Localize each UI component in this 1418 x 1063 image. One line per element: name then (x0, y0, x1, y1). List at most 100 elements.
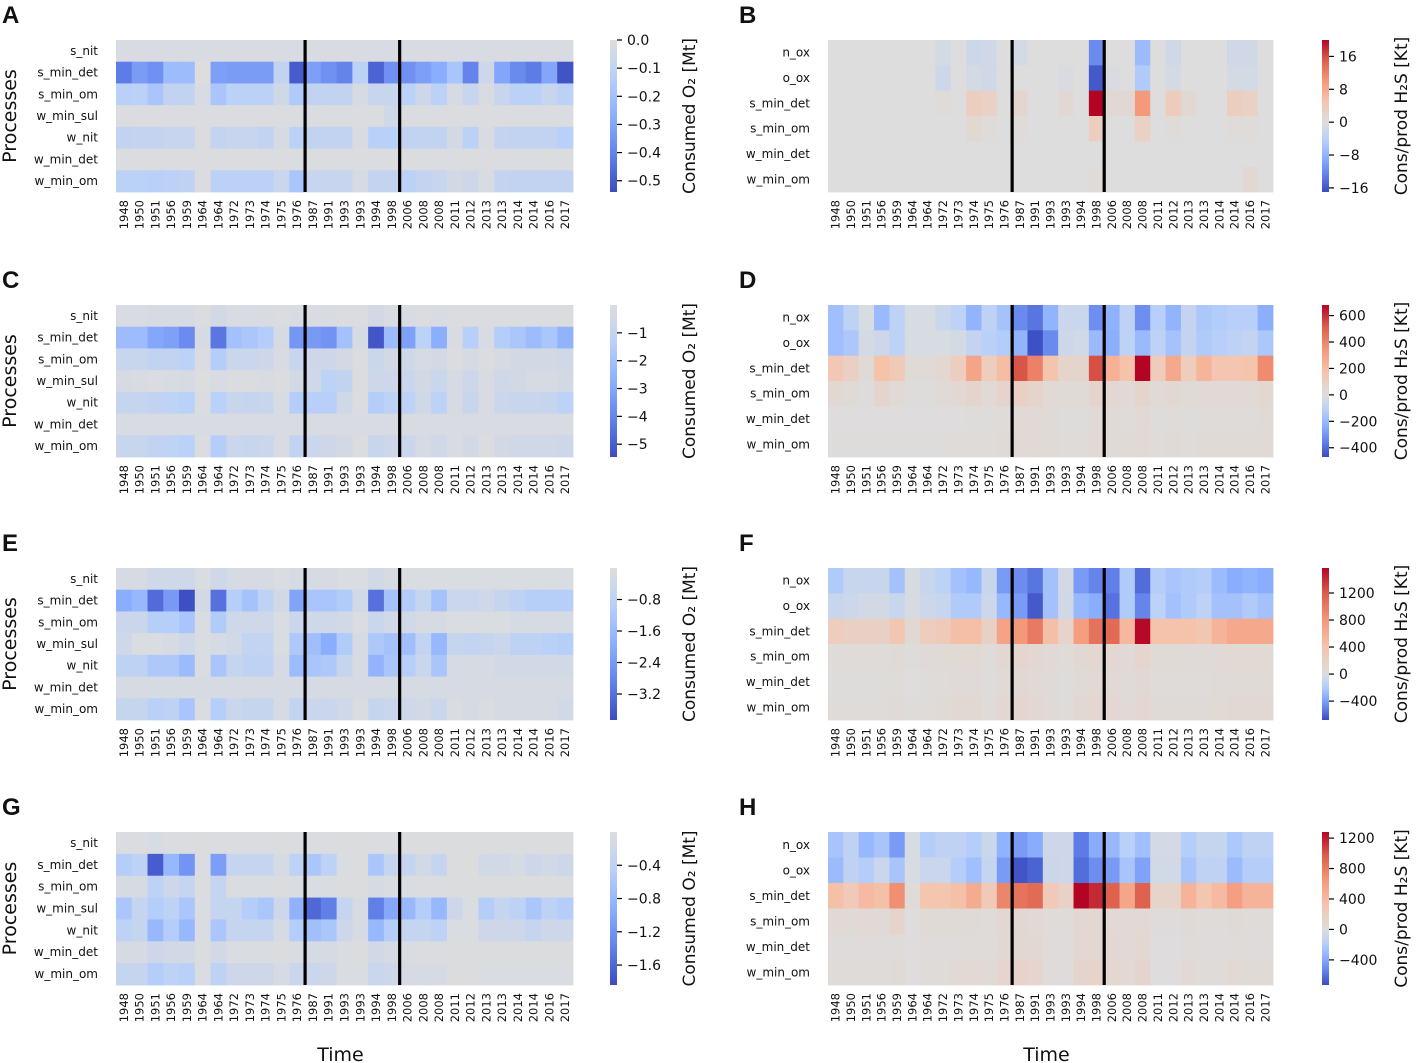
heatmap-cell (966, 355, 982, 382)
year-tick-label: 1976 (290, 993, 304, 1022)
heatmap-cell (935, 832, 952, 858)
year-tick-label: 2013 (1182, 200, 1196, 229)
year-tick-label: 1993 (338, 728, 352, 757)
year-tick-label: 1994 (1074, 993, 1088, 1022)
heatmap-cell (415, 370, 432, 393)
heatmap-cell (1119, 406, 1136, 433)
heatmap-cell (179, 941, 196, 964)
heatmap-cell (828, 694, 844, 721)
year-tick-label: 1964 (921, 993, 935, 1022)
heatmap-cell (494, 698, 511, 721)
heatmap-cell (462, 919, 479, 942)
year-tick-label: 2013 (1197, 200, 1211, 229)
heatmap-cell (242, 391, 259, 414)
heatmap-cell (226, 919, 243, 942)
heatmap-cell (1211, 883, 1228, 909)
heatmap-cell (1088, 618, 1105, 645)
heatmap-cell (541, 413, 558, 436)
heatmap-cell (242, 370, 259, 393)
row-label: w_min_sul (36, 374, 98, 388)
heatmap-cell (1027, 65, 1044, 92)
heatmap-cell (525, 348, 542, 371)
heatmap-cell (478, 391, 495, 414)
heatmap-cell (509, 435, 527, 458)
heatmap-cell (368, 435, 385, 458)
heatmap-cell (828, 669, 844, 696)
heatmap-cell (1196, 406, 1213, 433)
year-tick-label: 1975 (982, 465, 996, 494)
heatmap-cell (462, 40, 479, 63)
heatmap-cell (828, 857, 844, 884)
heatmap-cell (1027, 305, 1044, 331)
heatmap-cell (1073, 40, 1090, 66)
row-label: w_min_sul (36, 902, 98, 916)
heatmap-cell (1088, 883, 1105, 909)
heatmap-cell (210, 897, 227, 920)
colorbar-label: Consumed O₂ [Mt] (680, 566, 700, 722)
heatmap-cell (1180, 908, 1197, 935)
heatmap-cell (478, 568, 495, 591)
heatmap-cell (462, 170, 479, 193)
year-tick-label: 1976 (997, 728, 1011, 757)
heatmap-cell (289, 676, 306, 699)
year-tick-label: 1948 (829, 993, 843, 1022)
heatmap-cell (525, 326, 542, 349)
heatmap-cell (305, 391, 322, 414)
heatmap-cell (1088, 90, 1105, 117)
heatmap-cell (935, 90, 952, 117)
year-tick-label: 1975 (274, 200, 288, 229)
year-tick-label: 1972 (936, 993, 950, 1022)
heatmap-cell (935, 908, 952, 935)
heatmap-cell (336, 148, 353, 171)
heatmap-cell (843, 568, 860, 594)
heatmap-cell (383, 148, 401, 171)
heatmap-cell (981, 166, 998, 193)
heatmap-cell (843, 166, 860, 193)
heatmap-cell (1134, 618, 1151, 645)
heatmap-cell (1027, 959, 1044, 986)
heatmap-cell (226, 370, 243, 393)
panel-letter: E (2, 530, 18, 557)
heatmap-cell (557, 435, 574, 458)
colorbar (610, 40, 617, 192)
heatmap-cell (289, 853, 306, 877)
row-label: w_min_om (747, 700, 810, 714)
heatmap-cell (950, 90, 967, 117)
heatmap-cell (336, 832, 353, 855)
heatmap-cell (352, 919, 369, 942)
heatmap-cell (478, 435, 495, 458)
heatmap-cell (904, 305, 921, 331)
heatmap-cell (446, 633, 464, 656)
heatmap-cell (336, 676, 353, 699)
year-tick-label: 1951 (859, 728, 873, 757)
heatmap-cell (525, 105, 542, 128)
heatmap-cell (494, 126, 511, 149)
heatmap-cell (981, 669, 998, 696)
heatmap-cell (446, 170, 464, 193)
heatmap-cell (305, 105, 322, 128)
year-tick-label: 1974 (967, 465, 981, 494)
heatmap-cell (446, 305, 464, 328)
year-tick-label: 2014 (527, 200, 541, 229)
heatmap-cell (858, 934, 875, 960)
heatmap-cell (462, 832, 479, 855)
heatmap-cell (1226, 934, 1243, 960)
heatmap-cell (1073, 330, 1090, 357)
heatmap-cell (431, 148, 448, 171)
heatmap-cell (242, 413, 259, 436)
heatmap-cell (1058, 406, 1074, 433)
heatmap-cell (1119, 959, 1136, 986)
heatmap-cell (305, 676, 322, 699)
heatmap-cell (858, 65, 875, 92)
year-tick-label: 2016 (542, 993, 556, 1022)
heatmap-cell (981, 305, 998, 331)
heatmap-cell (1196, 166, 1213, 193)
colorbar-tick-label: 0 (1339, 922, 1348, 938)
heatmap-cell (305, 326, 322, 349)
heatmap-cell (904, 883, 921, 909)
heatmap-cell (935, 568, 952, 594)
colorbar-tick-label: 600 (1339, 309, 1366, 325)
heatmap-cell (383, 40, 401, 63)
colorbar (610, 832, 617, 985)
heatmap-cell (874, 90, 890, 117)
